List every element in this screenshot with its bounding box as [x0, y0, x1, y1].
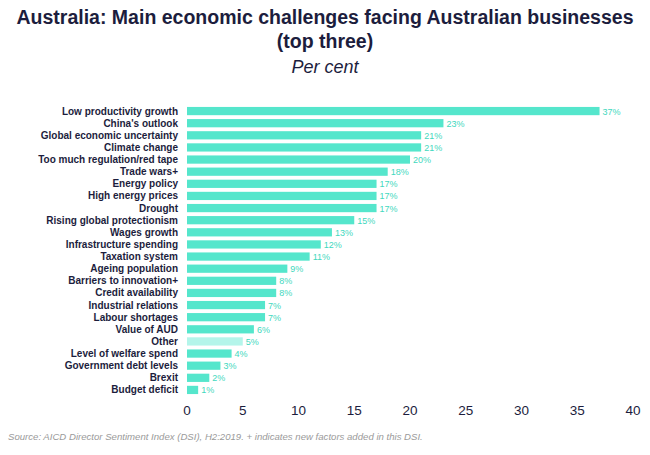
data-label: 11% [313, 252, 330, 262]
category-label: Infrastructure spending [66, 239, 178, 250]
bar [187, 277, 276, 285]
data-label: 18% [391, 167, 409, 177]
subtitle: Per cent [291, 57, 359, 77]
category-label: High energy prices [88, 190, 178, 201]
source-note: Source: AICD Director Sentiment Index (D… [8, 431, 423, 442]
bar [187, 313, 265, 321]
bar [187, 119, 443, 127]
bar [187, 325, 254, 333]
category-label: Taxation system [100, 251, 178, 262]
category-label: Ageing population [90, 263, 178, 274]
category-label: Labour shortages [94, 312, 179, 323]
data-label: 23% [446, 119, 464, 129]
category-label: Rising global protectionism [46, 215, 178, 226]
data-label: 8% [279, 288, 292, 298]
data-label: 17% [380, 191, 398, 201]
bar [187, 265, 287, 273]
tick-label: 30 [514, 403, 529, 418]
data-label: 15% [357, 216, 375, 226]
category-label: Level of welfare spend [71, 348, 178, 359]
data-label: 7% [268, 301, 281, 311]
category-label: China's outlook [103, 118, 178, 129]
category-label: Too much regulation/red tape [38, 154, 178, 165]
category-label: Trade wars+ [120, 166, 178, 177]
bar [187, 252, 310, 260]
tick-label: 0 [183, 403, 191, 418]
labels: Low productivity growth 37% China's outloo… [38, 106, 620, 396]
category-label: Climate change [104, 142, 178, 153]
category-label: Global economic uncertainty [41, 130, 179, 141]
bar [187, 289, 276, 297]
tick-label: 10 [291, 403, 306, 418]
bar [187, 240, 321, 248]
data-label: 21% [424, 131, 442, 141]
bar [187, 362, 220, 370]
category-label: Budget deficit [111, 384, 178, 395]
bars [187, 107, 600, 394]
bar [187, 107, 600, 115]
bar [187, 374, 209, 382]
bar [187, 168, 388, 176]
chart: Australia: Main economic challenges faci… [0, 0, 650, 455]
data-label: 4% [235, 349, 248, 359]
bar [187, 349, 232, 357]
data-label: 17% [380, 179, 398, 189]
category-label: Other [151, 336, 178, 347]
data-label: 1% [201, 385, 214, 395]
tick-label: 40 [625, 403, 640, 418]
bar [187, 131, 421, 139]
data-label: 17% [380, 204, 398, 214]
tick-label: 25 [458, 403, 473, 418]
data-label: 13% [335, 228, 353, 238]
tick-label: 15 [347, 403, 362, 418]
bar [187, 143, 421, 151]
tick-label: 5 [239, 403, 247, 418]
data-label: 21% [424, 143, 442, 153]
bar [187, 180, 377, 188]
category-label: Wages growth [110, 227, 178, 238]
category-label: Drought [139, 203, 179, 214]
data-label: 8% [279, 276, 292, 286]
bar [187, 228, 332, 236]
data-label: 9% [290, 264, 303, 274]
tick-label: 20 [402, 403, 417, 418]
category-label: Value of AUD [116, 324, 178, 335]
data-label: 6% [257, 325, 270, 335]
data-label: 5% [246, 337, 259, 347]
bar [187, 192, 377, 200]
category-label: Energy policy [112, 178, 178, 189]
data-label: 7% [268, 313, 281, 323]
tick-label: 35 [570, 403, 585, 418]
bar [187, 337, 243, 345]
category-label: Brexit [150, 372, 179, 383]
data-label: 3% [223, 361, 236, 371]
category-label: Government debt levels [65, 360, 179, 371]
data-label: 20% [413, 155, 431, 165]
bar [187, 386, 198, 394]
category-label: Low productivity growth [62, 106, 178, 117]
bar [187, 216, 354, 224]
bar [187, 301, 265, 309]
category-label: Barriers to innovation+ [68, 275, 178, 286]
bar [187, 155, 410, 163]
title: Australia: Main economic challenges faci… [17, 6, 634, 52]
category-label: Industrial relations [89, 300, 179, 311]
data-label: 37% [603, 107, 621, 117]
bar [187, 204, 377, 212]
data-label: 12% [324, 240, 342, 250]
data-label: 2% [212, 373, 225, 383]
category-label: Credit availability [95, 287, 178, 298]
